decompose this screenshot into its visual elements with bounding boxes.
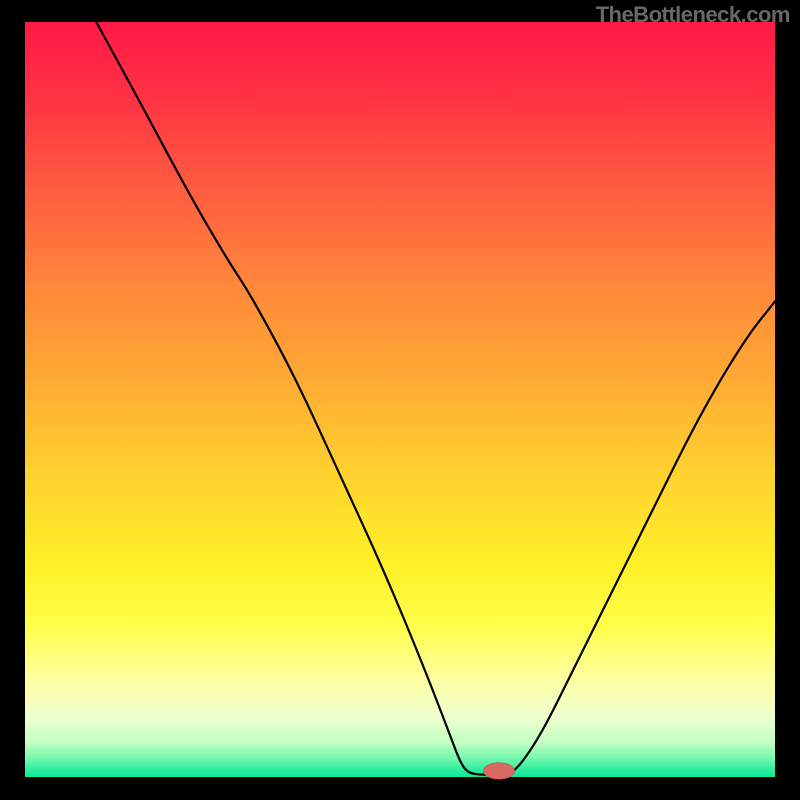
plot-background (25, 22, 775, 777)
chart-container: TheBottleneck.com (0, 0, 800, 800)
watermark-text: TheBottleneck.com (596, 2, 790, 28)
optimal-marker (483, 763, 515, 780)
bottleneck-chart (0, 0, 800, 800)
